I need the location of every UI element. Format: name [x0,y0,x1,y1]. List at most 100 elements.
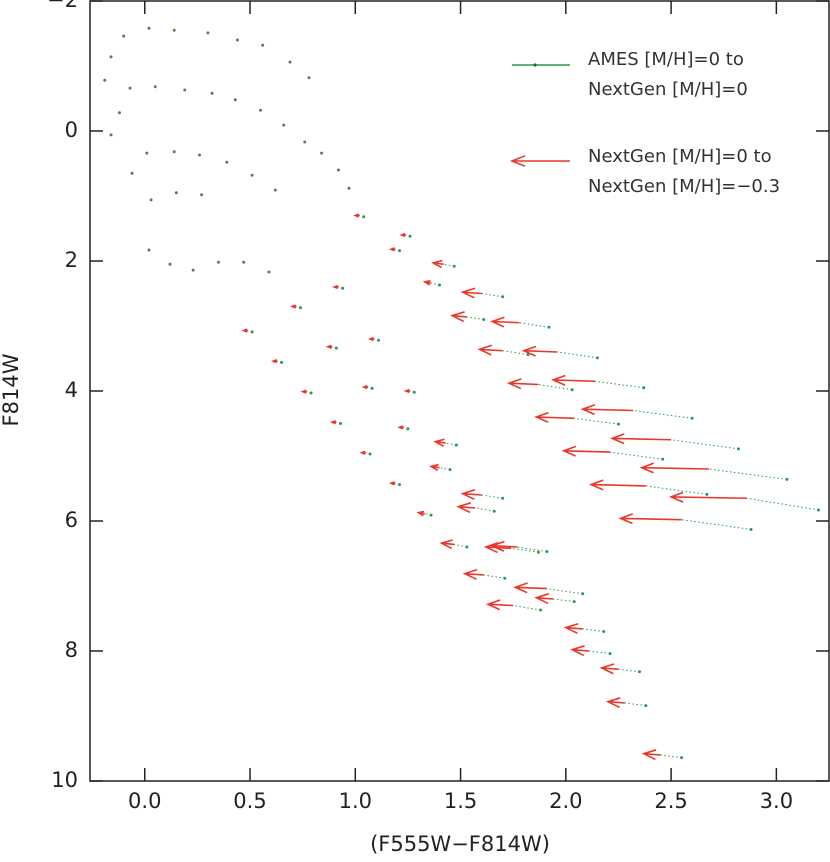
model-shift-line [481,494,503,499]
nextgen-point [320,151,323,155]
model-shift-line [517,546,547,553]
metallicity-arrow [456,502,476,514]
ames-point [408,234,412,238]
legend-label: AMES [M/H]=0 to [588,49,744,70]
ames-point [501,496,505,500]
y-tick-label: 8 [65,638,78,662]
ames-point [448,468,452,472]
metallicity-arrow [641,749,661,761]
model-shift-line [618,668,640,673]
legend-dot [533,63,537,67]
model-shift-line [511,547,539,553]
model-shift-line [466,316,484,320]
ames-point [362,215,366,219]
metallicity-arrow [551,374,596,386]
nextgen-point [267,270,271,274]
ames-point [644,704,648,708]
x-tick-label: 1.0 [339,789,372,813]
ames-point [280,360,284,364]
metallicity-arrow [428,463,440,471]
y-tick-label: −2 [47,0,78,12]
metallicity-arrow [289,304,297,309]
ames-point [452,264,456,268]
model-shift-line [454,543,467,548]
ames-point [482,318,486,321]
metallicity-arrow [449,311,467,323]
metallicity-arrow [325,344,333,349]
metallicity-arrow [489,316,520,328]
metallicity-arrow [332,284,339,290]
legend-label: NextGen [M/H]=−0.3 [588,176,780,197]
ames-point [341,286,345,290]
nextgen-point [210,92,214,95]
nextgen-point [149,198,153,202]
nextgen-point [191,268,195,272]
model-shift-line [519,322,550,328]
metallicity-arrow [506,378,539,390]
model-shift-line [439,467,451,471]
metallicity-arrow [485,599,514,611]
nextgen-point [217,261,220,264]
nextgen-point [337,168,340,172]
model-shift-line [681,519,752,530]
x-tick-label: 1.5 [444,789,477,813]
model-shift-line [609,451,663,460]
nextgen-point [109,55,113,59]
metallicity-arrow [588,479,646,491]
ames-point [309,391,313,395]
nextgen-point [274,188,277,192]
nextgen-point [200,193,203,196]
model-shift-line [445,442,457,446]
metallicity-arrow [460,488,482,501]
ames-point [299,306,303,310]
metallicity-arrow [580,403,634,416]
model-shift-line [443,263,455,267]
metallicity-arrow [569,645,590,657]
x-tick-label: 0.0 [128,789,161,813]
nextgen-point [109,133,113,137]
ames-point [250,330,254,334]
nextgen-point [198,153,201,157]
ames-point [412,390,416,394]
metallicity-arrow [668,491,747,503]
model-shift-line [624,702,646,707]
model-shift-line [481,293,503,298]
metallicity-arrow [359,450,366,455]
model-shift-line [708,468,787,480]
y-tick-label: 4 [65,378,78,402]
metallicity-arrow [605,697,625,709]
model-shift-line [502,350,529,356]
metallicity-arrow [563,622,583,635]
nextgen-point [173,150,176,153]
ames-point [334,346,338,350]
model-shift-line [595,380,644,389]
ames-point [690,416,694,420]
ames-point [437,283,441,287]
metallicity-arrow [618,513,682,525]
y-tick-label: 0 [65,118,78,142]
nextgen-point [122,34,125,38]
nextgen-point [183,88,186,92]
model-shift-line [645,485,707,495]
metallicity-arrow [388,247,396,252]
model-shift-line [671,439,739,450]
metallicity-arrow [534,411,575,423]
ames-point [368,452,372,456]
model-shift-line [746,497,819,511]
metallicity-arrow [361,384,368,390]
model-shift-line [538,384,573,391]
ames-point [680,756,684,760]
metallicity-arrow [534,593,554,605]
ames-point [397,249,401,253]
nextgen-point [303,140,306,144]
metallicity-arrow [329,420,337,425]
model-shift-line [582,628,604,632]
metallicity-arrow [561,445,611,457]
ames-point [602,630,606,633]
x-tick-label: 3.0 [760,789,793,813]
ames-point [492,509,496,513]
metallicity-arrow [489,540,518,552]
ames-point [454,443,458,447]
